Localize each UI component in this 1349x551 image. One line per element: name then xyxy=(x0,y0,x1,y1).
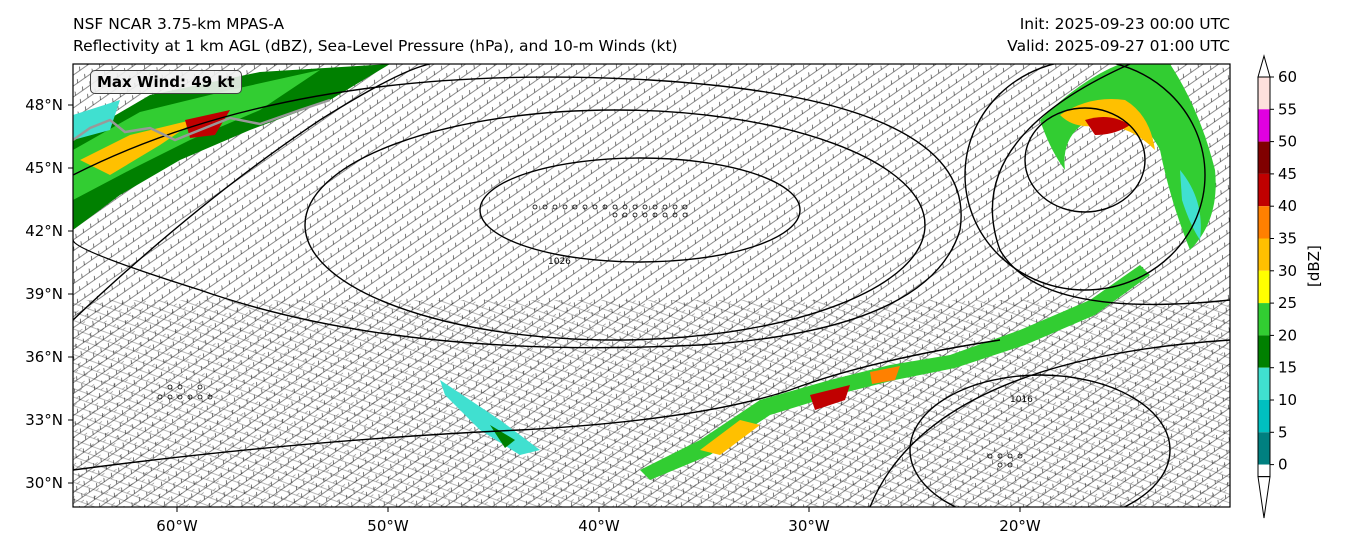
se-high-isobar xyxy=(909,374,1171,507)
colorbar-swatch xyxy=(1258,109,1270,142)
lat-tick-36: 36°N xyxy=(25,348,63,366)
title-left: NSF NCAR 3.75-km MPAS-A Reflectivity at … xyxy=(73,13,678,57)
colorbar-swatch xyxy=(1258,238,1270,271)
latitude-axis: 48°N 45°N 42°N 39°N 36°N 33°N 30°N xyxy=(25,96,73,492)
colorbar-swatch xyxy=(1258,400,1270,433)
colorbar-swatch xyxy=(1258,303,1270,336)
colorbar-tick-10: 10 xyxy=(1278,391,1297,409)
isobar-labels: 1026 1016 xyxy=(548,257,1033,405)
lat-tick-39: 39°N xyxy=(25,285,63,303)
colorbar-swatch xyxy=(1258,367,1270,400)
lat-tick-33: 33°N xyxy=(25,411,63,429)
colorbar-extend-bottom xyxy=(1257,476,1271,519)
colorbar-extend-top xyxy=(1257,54,1271,78)
model-title: NSF NCAR 3.75-km MPAS-A xyxy=(73,15,285,33)
colorbar-swatch xyxy=(1258,173,1270,207)
high-pressure-markers xyxy=(157,204,1023,468)
colorbar-tick-55: 55 xyxy=(1278,100,1297,118)
lon-tick-60: 60°W xyxy=(156,517,198,535)
colorbar-tick-30: 30 xyxy=(1278,262,1297,280)
southern-isobar xyxy=(73,339,1001,471)
colorbar-tick-20: 20 xyxy=(1278,326,1297,344)
colorbar-tick-40: 40 xyxy=(1278,197,1297,215)
colorbar-swatch xyxy=(1258,77,1270,110)
low-outer-isobar xyxy=(991,64,1230,306)
colorbar-swatch xyxy=(1258,432,1270,465)
colorbar-tick-45: 45 xyxy=(1278,165,1297,183)
colorbar-swatch xyxy=(1258,141,1270,174)
lon-tick-20: 20°W xyxy=(999,517,1041,535)
title-right: Init: 2025-09-23 00:00 UTC Valid: 2025-0… xyxy=(1007,13,1230,57)
init-time: Init: 2025-09-23 00:00 UTC xyxy=(1019,15,1230,33)
lon-tick-50: 50°W xyxy=(367,517,409,535)
colorbar-swatch xyxy=(1258,270,1270,304)
high-inner-isobar xyxy=(479,157,801,263)
colorbar-swatch xyxy=(1258,335,1270,368)
lat-tick-30: 30°N xyxy=(25,474,63,492)
map-panel: 1026 1016 xyxy=(73,64,1230,507)
colorbar-label: [dBZ] xyxy=(1305,245,1323,287)
colorbar-tick-60: 60 xyxy=(1278,68,1297,86)
reflectivity-ne-cyclone xyxy=(1040,64,1216,250)
colorbar-tick-50: 50 xyxy=(1278,133,1297,151)
max-wind-annotation: Max Wind: 49 kt xyxy=(90,70,242,94)
high-mid-isobar xyxy=(304,109,926,341)
colorbar-swatch xyxy=(1258,206,1270,239)
colorbar-tick-15: 15 xyxy=(1278,359,1297,377)
low-inner-isobar xyxy=(1024,107,1146,213)
colorbar-tick-0: 0 xyxy=(1278,456,1288,474)
valid-time: Valid: 2025-09-27 01:00 UTC xyxy=(1007,37,1230,55)
longitude-axis: 60°W 50°W 40°W 30°W 20°W xyxy=(156,507,1041,535)
isobar-label-1016: 1016 xyxy=(1010,395,1033,405)
lat-tick-45: 45°N xyxy=(25,159,63,177)
isobars xyxy=(73,64,1230,507)
colorbar-tick-35: 35 xyxy=(1278,230,1297,248)
colorbar-swatch-below xyxy=(1258,464,1270,477)
high-outer-isobar xyxy=(73,76,962,349)
colorbar-tick-5: 5 xyxy=(1278,423,1288,441)
map-frame xyxy=(72,63,1231,508)
se-outer-isobar xyxy=(869,339,1230,507)
lat-tick-42: 42°N xyxy=(25,222,63,240)
coastline xyxy=(73,98,331,142)
colorbar-tick-25: 25 xyxy=(1278,294,1297,312)
low-mid-isobar xyxy=(964,64,1206,291)
lon-tick-30: 30°W xyxy=(788,517,830,535)
isobar-label-1026: 1026 xyxy=(548,257,571,267)
fields-title: Reflectivity at 1 km AGL (dBZ), Sea-Leve… xyxy=(73,37,678,55)
long-isobar-west xyxy=(73,64,431,321)
lon-tick-40: 40°W xyxy=(578,517,620,535)
colorbar-frame xyxy=(1257,76,1271,478)
lat-tick-48: 48°N xyxy=(25,96,63,114)
